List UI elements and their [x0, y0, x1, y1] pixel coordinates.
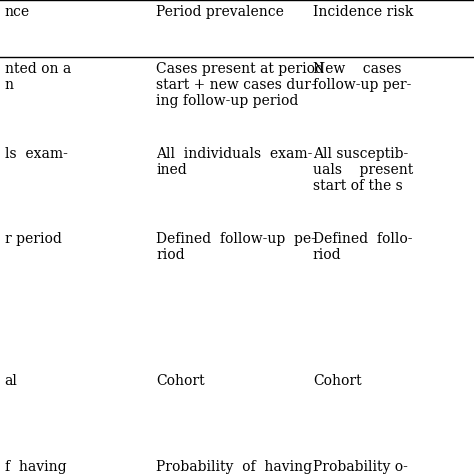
Text: All susceptib-
uals    present
start of the s: All susceptib- uals present start of the…	[313, 147, 413, 193]
Text: Cases present at period
start + new cases dur-
ing follow-up period: Cases present at period start + new case…	[156, 62, 324, 108]
Text: Period prevalence: Period prevalence	[156, 5, 284, 19]
Text: r period: r period	[5, 232, 62, 246]
Text: Defined  follo-
riod: Defined follo- riod	[313, 232, 412, 263]
Text: All  individuals  exam-
ined: All individuals exam- ined	[156, 147, 313, 177]
Text: Cohort: Cohort	[313, 374, 362, 389]
Text: nce: nce	[5, 5, 30, 19]
Text: Probability  of  having
disease  over  a  defined
follow-up period: Probability of having disease over a def…	[156, 460, 328, 474]
Text: Cohort: Cohort	[156, 374, 205, 389]
Text: ls  exam-: ls exam-	[5, 147, 68, 161]
Text: Probability o-
ing disease o-
fined follow-u-: Probability o- ing disease o- fined foll…	[313, 460, 414, 474]
Text: Defined  follow-up  pe-
riod: Defined follow-up pe- riod	[156, 232, 316, 263]
Text: al: al	[5, 374, 18, 389]
Text: New    cases
follow-up per-: New cases follow-up per-	[313, 62, 411, 92]
Text: nted on a
n: nted on a n	[5, 62, 71, 92]
Text: Incidence risk: Incidence risk	[313, 5, 413, 19]
Text: f  having
ven point: f having ven point	[5, 460, 71, 474]
